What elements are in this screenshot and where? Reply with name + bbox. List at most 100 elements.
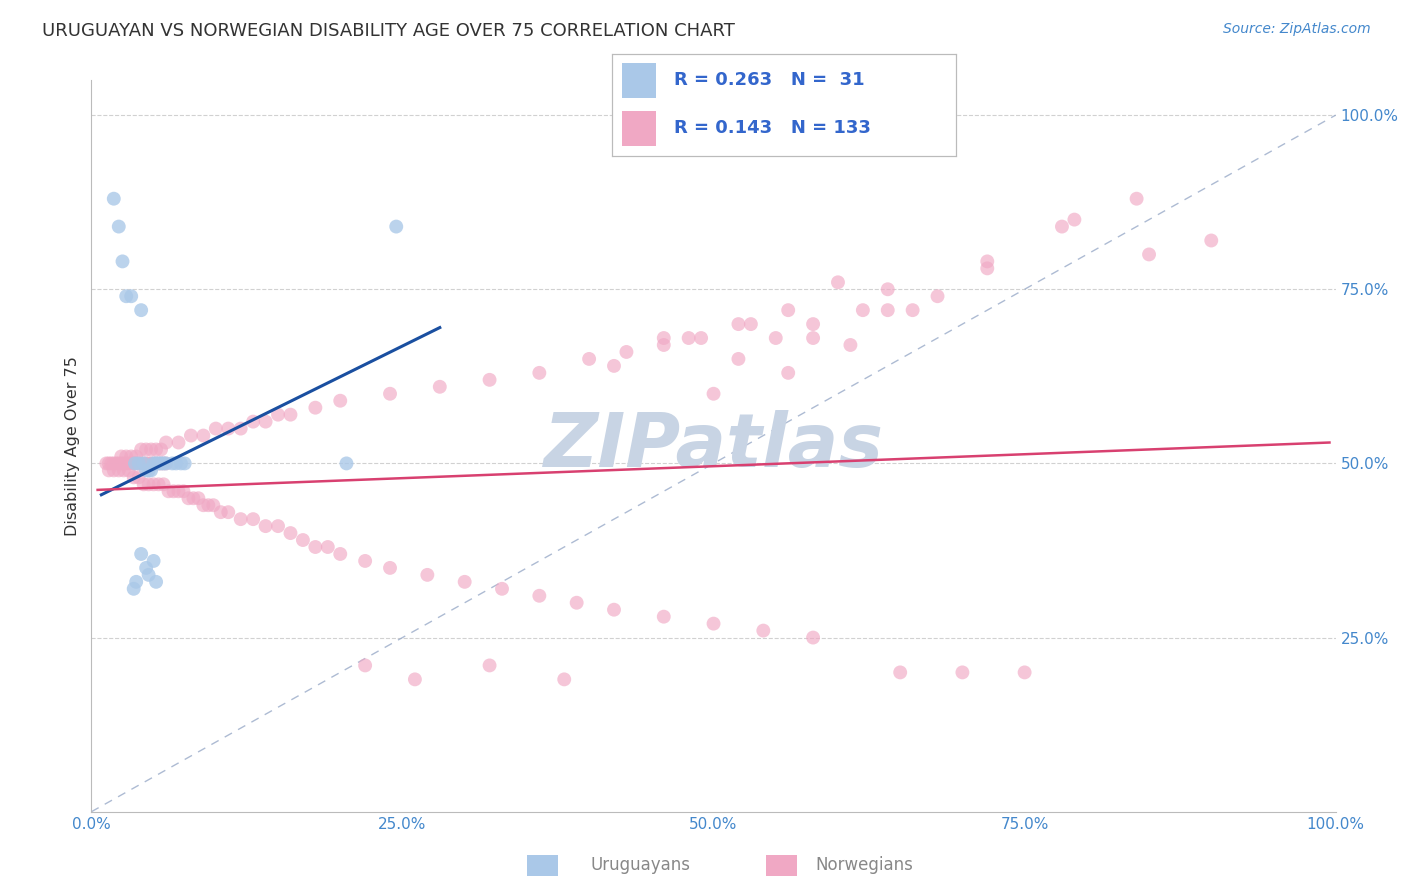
Point — [107, 219, 129, 234]
Point — [167, 435, 190, 450]
Point — [100, 457, 122, 471]
Point — [152, 457, 174, 471]
Bar — [621, 62, 657, 97]
Point — [889, 665, 911, 680]
Point — [173, 457, 195, 471]
Point — [727, 317, 749, 331]
Point — [702, 616, 725, 631]
Point — [115, 289, 138, 303]
Point — [690, 331, 713, 345]
Point — [128, 470, 150, 484]
Point — [976, 261, 998, 276]
Point — [97, 457, 120, 471]
Point — [167, 484, 190, 499]
Point — [827, 275, 849, 289]
Point — [193, 498, 215, 512]
Point — [103, 463, 125, 477]
Y-axis label: Disability Age Over 75: Disability Age Over 75 — [65, 356, 80, 536]
Point — [139, 463, 162, 477]
Point — [107, 457, 129, 471]
Point — [652, 338, 675, 352]
Point — [678, 331, 700, 345]
Point — [162, 484, 184, 499]
Point — [105, 457, 128, 471]
Point — [122, 470, 145, 484]
Point — [132, 457, 155, 471]
Point — [177, 491, 200, 506]
Point — [254, 519, 277, 533]
Point — [145, 574, 167, 589]
Point — [876, 303, 898, 318]
Point — [378, 561, 401, 575]
Point — [329, 547, 352, 561]
Point — [150, 457, 173, 471]
Point — [478, 373, 501, 387]
Point — [652, 331, 675, 345]
Point — [142, 457, 165, 471]
Point — [115, 457, 138, 471]
Point — [304, 401, 326, 415]
Point — [135, 442, 157, 457]
Point — [128, 457, 150, 471]
Point — [529, 366, 551, 380]
Point — [280, 526, 302, 541]
Point — [107, 463, 129, 477]
Point — [652, 609, 675, 624]
Point — [120, 450, 142, 464]
Point — [1050, 219, 1073, 234]
Point — [112, 463, 135, 477]
Point — [129, 547, 152, 561]
Point — [702, 386, 725, 401]
Point — [839, 338, 862, 352]
Point — [135, 463, 157, 477]
Point — [138, 457, 160, 471]
Point — [112, 457, 135, 471]
Point — [139, 442, 162, 457]
Point — [135, 457, 157, 471]
Point — [416, 567, 439, 582]
Point — [148, 457, 170, 471]
Point — [778, 303, 800, 318]
Point — [193, 428, 215, 442]
Point — [1014, 665, 1036, 680]
Point — [110, 450, 132, 464]
Point — [209, 505, 232, 519]
Point — [150, 457, 173, 471]
Point — [1125, 192, 1147, 206]
Point — [148, 457, 170, 471]
Point — [139, 457, 162, 471]
Text: Uruguayans: Uruguayans — [591, 856, 690, 874]
Point — [242, 415, 264, 429]
Point — [118, 463, 141, 477]
Point — [876, 282, 898, 296]
Point — [183, 491, 205, 506]
Bar — [621, 111, 657, 145]
Point — [162, 457, 184, 471]
Point — [603, 359, 626, 373]
Point — [616, 345, 638, 359]
Point — [229, 421, 252, 435]
Point — [103, 192, 125, 206]
Point — [1137, 247, 1160, 261]
Point — [727, 351, 749, 366]
Point — [752, 624, 775, 638]
Point — [132, 457, 155, 471]
Point — [304, 540, 326, 554]
Point — [267, 408, 290, 422]
Text: R = 0.143   N = 133: R = 0.143 N = 133 — [673, 120, 870, 137]
Point — [103, 457, 125, 471]
Point — [801, 631, 824, 645]
Point — [125, 457, 148, 471]
Point — [145, 457, 167, 471]
Point — [316, 540, 339, 554]
Point — [180, 428, 202, 442]
Point — [129, 303, 152, 318]
Point — [205, 421, 228, 435]
Point — [267, 519, 290, 533]
Point — [242, 512, 264, 526]
Point — [197, 498, 219, 512]
Point — [254, 415, 277, 429]
Point — [122, 457, 145, 471]
Point — [453, 574, 475, 589]
Point — [976, 254, 998, 268]
